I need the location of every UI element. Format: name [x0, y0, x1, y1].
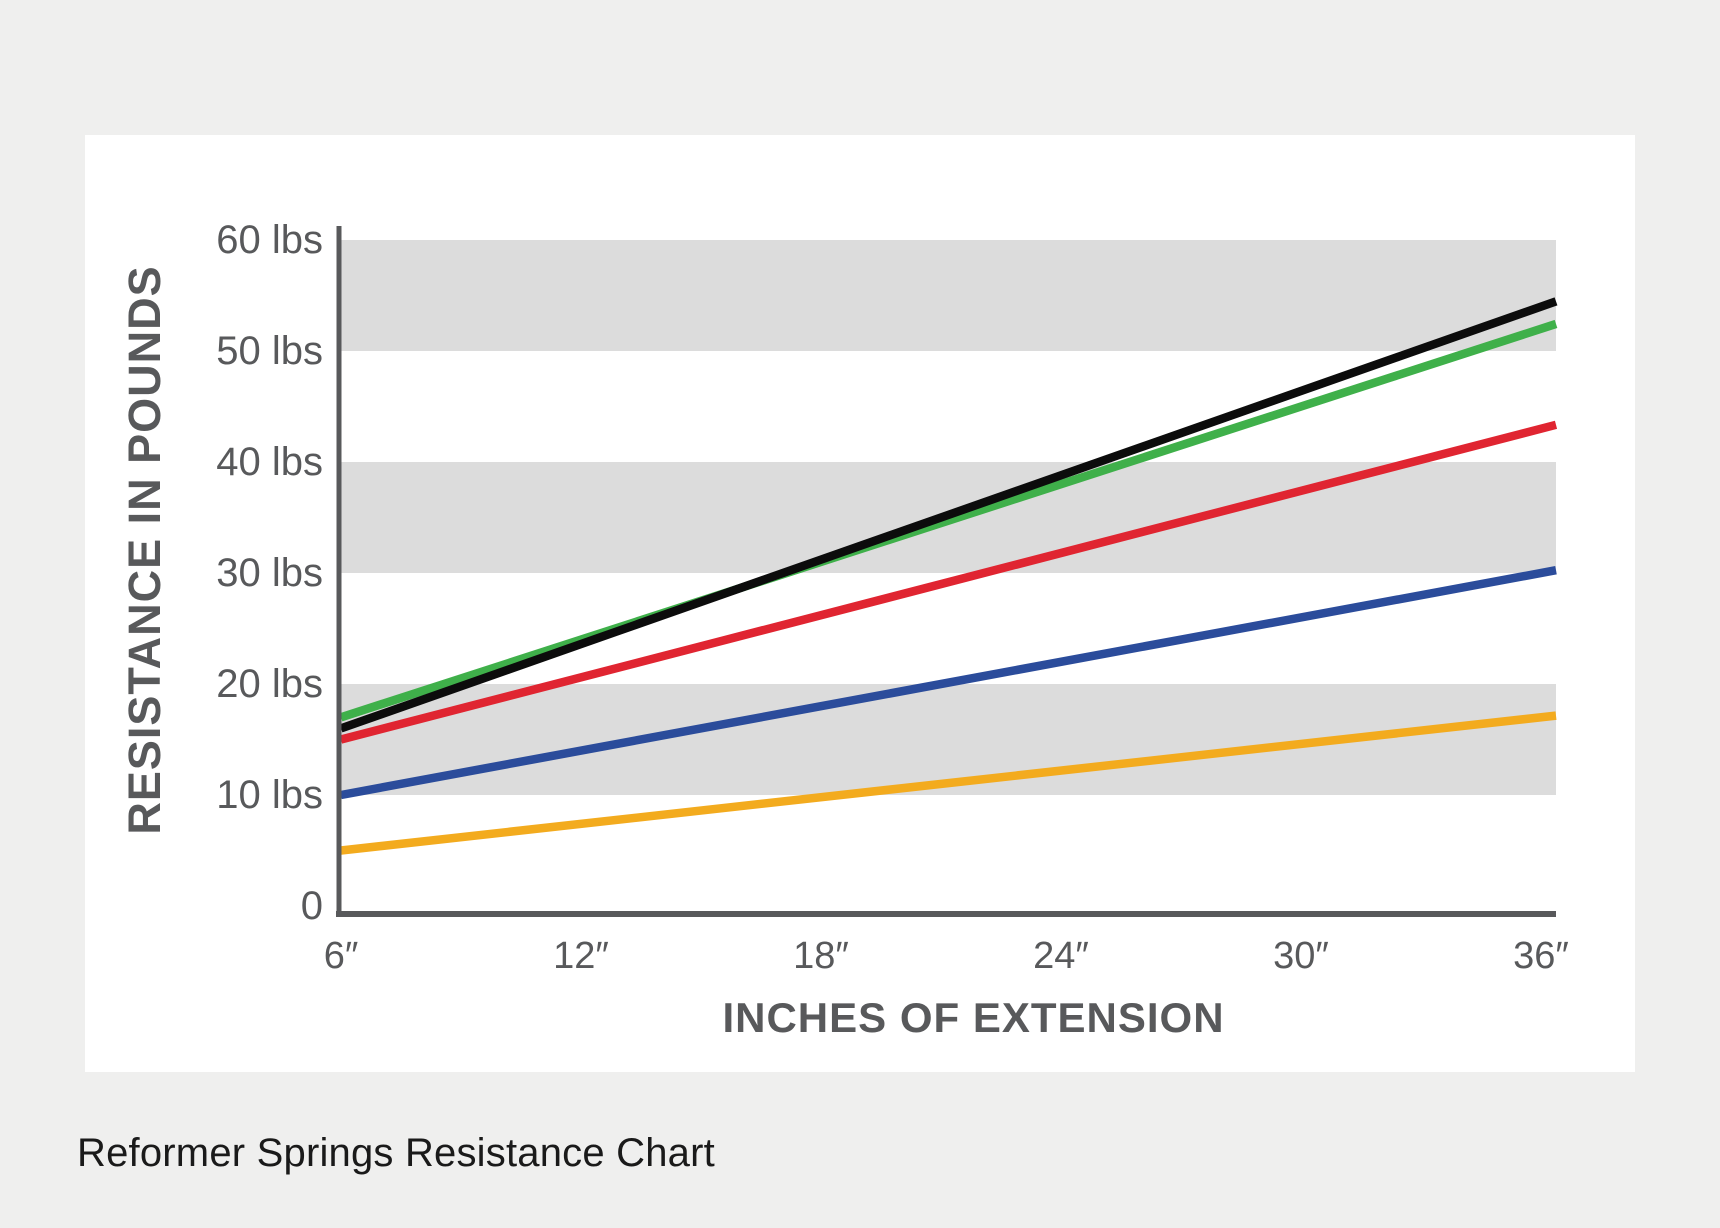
- series-line-blue-spring: [340, 566, 1557, 800]
- x-tick-label: 24″: [1033, 935, 1089, 977]
- y-tick-label: 10 lbs: [216, 773, 323, 817]
- y-tick-label: 40 lbs: [216, 440, 323, 484]
- y-axis-title: RESISTANCE IN POUNDS: [119, 265, 170, 834]
- x-axis-title: INCHES OF EXTENSION: [722, 994, 1224, 1041]
- series-line-red-spring: [339, 420, 1558, 744]
- chart-panel: 0 10 lbs 20 lbs 30 lbs 40 lbs 50 lbs 60 lbs 6″ 1…: [85, 135, 1635, 1072]
- chart-caption: Reformer Springs Resistance Chart: [77, 1131, 715, 1175]
- y-tick-label: 50 lbs: [216, 329, 323, 373]
- series-line-green-spring: [339, 319, 1558, 722]
- resistance-chart: 0 10 lbs 20 lbs 30 lbs 40 lbs 50 lbs 60 lbs 6″ 1…: [119, 218, 1569, 1041]
- y-tick-label: 20 lbs: [216, 662, 323, 706]
- series-line-yellow-spring: [340, 711, 1557, 855]
- x-tick-label: 36″: [1513, 935, 1569, 977]
- y-tick-label: 0: [301, 884, 323, 928]
- grid-band: [341, 240, 1556, 351]
- y-tick-label: 30 lbs: [216, 551, 323, 595]
- y-tick-label: 60 lbs: [216, 218, 323, 262]
- x-tick-label: 30″: [1273, 935, 1329, 977]
- x-tick-label: 6″: [324, 935, 359, 977]
- series-line-black-spring: [339, 297, 1558, 733]
- x-tick-label: 18″: [793, 935, 849, 977]
- x-tick-label: 12″: [553, 935, 609, 977]
